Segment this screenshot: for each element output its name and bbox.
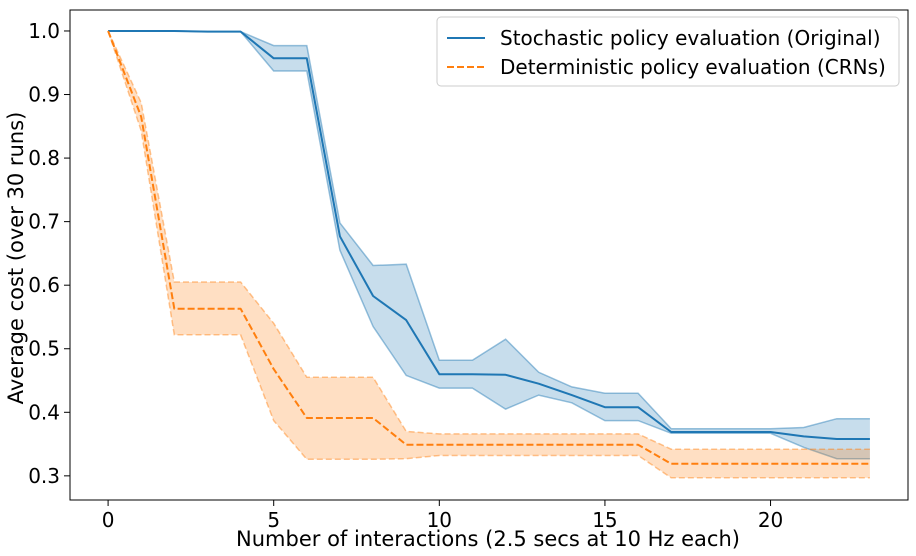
legend: Stochastic policy evaluation (Original) … — [436, 16, 900, 87]
y-tick-label: 0.8 — [28, 146, 60, 170]
y-tick-label: 0.7 — [28, 210, 60, 234]
band-lower-edge-deterministic — [107, 30, 870, 479]
x-tick-label: 20 — [758, 508, 783, 532]
plot-frame — [69, 9, 909, 501]
series-line-deterministic — [107, 30, 870, 465]
series-lines — [107, 30, 870, 465]
series-line-stochastic — [108, 30, 870, 440]
y-tick-label: 0.4 — [28, 400, 60, 424]
y-tick-label: 0.9 — [28, 83, 60, 107]
x-tick-label: 15 — [592, 508, 617, 532]
y-axis-label: Average cost (over 30 runs) — [4, 112, 28, 405]
band-deterministic — [108, 31, 870, 478]
y-tick-label: 1.0 — [28, 19, 60, 43]
x-axis-label: Number of interactions (2.5 secs at 10 H… — [236, 527, 740, 551]
y-tick-label: 0.6 — [28, 273, 60, 297]
legend-frame — [436, 16, 900, 87]
legend-label-stochastic: Stochastic policy evaluation (Original) — [500, 26, 881, 50]
x-tick-label: 10 — [427, 508, 452, 532]
axes: 0 5 10 15 20 0.3 0.4 0.5 0.6 0.7 0.8 0.9 1.0 — [28, 9, 909, 532]
y-tick-label: 0.3 — [28, 464, 60, 488]
y-tick-label: 0.5 — [28, 337, 60, 361]
x-tick-label: 5 — [267, 508, 280, 532]
band-stochastic — [108, 31, 870, 459]
band-upper-edge-deterministic — [107, 30, 870, 450]
legend-label-deterministic: Deterministic policy evaluation (CRNs) — [500, 55, 886, 79]
x-tick-label: 0 — [102, 508, 115, 532]
